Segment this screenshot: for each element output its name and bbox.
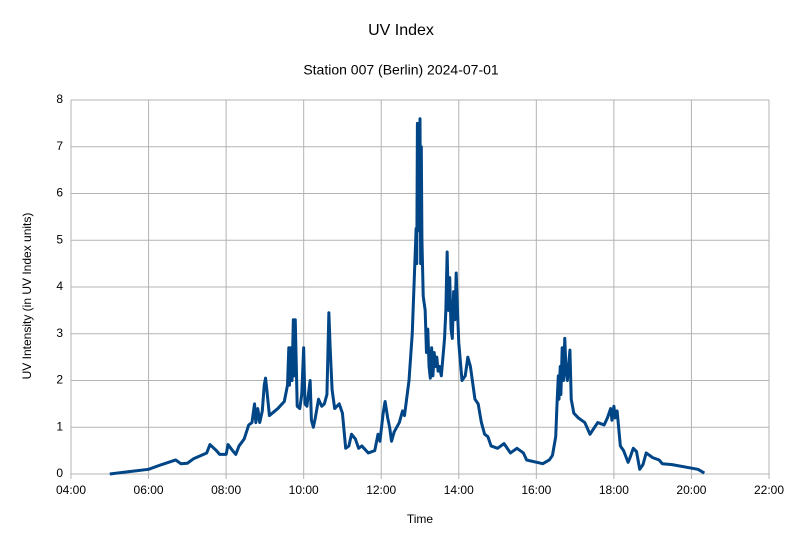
- data-line: [109, 117, 706, 476]
- y-tick-label: 8: [56, 92, 63, 106]
- y-tick-label: 0: [56, 466, 63, 480]
- y-tick-label: 5: [56, 232, 63, 246]
- y-tick-label: 6: [56, 186, 63, 200]
- x-tick-label: 06:00: [134, 483, 164, 497]
- y-tick-label: 3: [56, 326, 63, 340]
- x-tick-label: 16:00: [521, 483, 551, 497]
- x-tick-label: 20:00: [676, 483, 706, 497]
- y-tick-label: 2: [56, 373, 63, 387]
- x-tick-label: 04:00: [56, 483, 86, 497]
- x-tick-label: 18:00: [599, 483, 629, 497]
- x-tick-label: 08:00: [211, 483, 241, 497]
- chart-subtitle: Station 007 (Berlin) 2024-07-01: [303, 62, 499, 78]
- y-axis-label: UV Intensity (in UV Index units): [20, 213, 34, 380]
- y-tick-label: 4: [56, 279, 63, 293]
- x-tick-label: 22:00: [754, 483, 784, 497]
- y-tick-label: 7: [56, 139, 63, 153]
- y-tick-label: 1: [56, 419, 63, 433]
- x-tick-label: 12:00: [366, 483, 396, 497]
- chart-title: UV Index: [368, 22, 434, 39]
- x-tick-label: 10:00: [289, 483, 319, 497]
- x-tick-label: 14:00: [444, 483, 474, 497]
- x-axis-label: Time: [407, 512, 434, 526]
